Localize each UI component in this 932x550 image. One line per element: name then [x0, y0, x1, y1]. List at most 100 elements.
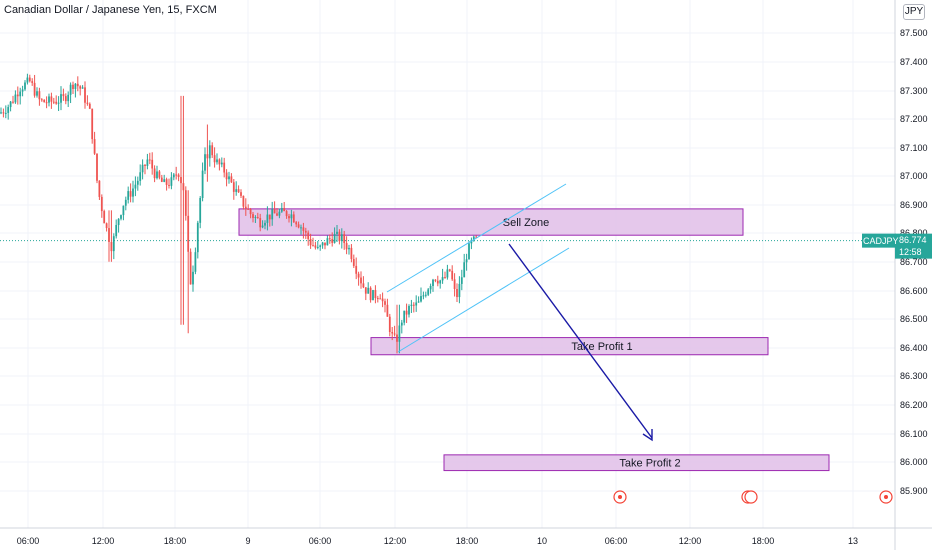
candle-body — [312, 245, 314, 247]
candle-body — [168, 184, 170, 186]
candle-body — [472, 236, 475, 240]
candle-body — [458, 283, 461, 298]
candle-body — [304, 230, 307, 233]
candle-body — [177, 174, 180, 178]
candle-body — [206, 154, 209, 159]
candle-body — [261, 225, 264, 228]
candle-body — [364, 287, 367, 294]
candle-body — [52, 101, 55, 103]
candle-body — [453, 279, 456, 290]
candle-body — [266, 214, 269, 223]
x-tick-label: 18:00 — [752, 536, 775, 546]
price-tag-bg — [895, 233, 932, 259]
y-tick-label: 87.400 — [900, 57, 928, 67]
y-tick-label: 86.200 — [900, 400, 928, 410]
candle-body — [156, 171, 158, 179]
candle-body — [271, 209, 274, 220]
candle-body — [290, 214, 293, 219]
candle-body — [220, 162, 223, 165]
candle-body — [446, 269, 449, 278]
candle-body — [74, 83, 77, 89]
candle-body — [439, 280, 442, 284]
zone-label: Take Profit 1 — [571, 341, 632, 353]
candle-body — [38, 91, 41, 100]
candle-body — [252, 214, 254, 218]
candle-body — [307, 232, 310, 240]
candle-body — [362, 283, 365, 288]
candle-body — [324, 242, 326, 246]
candle-body — [285, 211, 288, 217]
channel-lower — [397, 247, 570, 353]
candle-body — [151, 159, 154, 169]
candle-body — [295, 222, 298, 225]
candle-body — [422, 295, 425, 297]
candle-body — [62, 94, 65, 97]
candle-body — [403, 310, 406, 323]
y-tick-label: 87.000 — [900, 171, 928, 181]
candle-body — [381, 298, 384, 302]
candle-body — [9, 101, 12, 108]
candle-body — [2, 112, 5, 114]
zone-box — [370, 337, 769, 356]
candle-body — [357, 273, 360, 278]
candle-body — [326, 238, 329, 246]
candle-body — [165, 179, 168, 185]
candle-body — [117, 218, 120, 225]
candle-body — [40, 99, 43, 101]
candle-body — [148, 159, 151, 161]
candle-body — [420, 296, 422, 302]
candle-body — [180, 177, 182, 184]
candle-body — [336, 231, 338, 234]
candle-body — [43, 99, 46, 103]
candle-body — [76, 83, 79, 87]
candle-body — [115, 224, 118, 237]
candle-body — [475, 236, 478, 238]
candle-body — [273, 209, 276, 214]
candle-body — [136, 180, 139, 185]
candle-body — [36, 91, 38, 96]
candle-body — [338, 231, 341, 242]
economic-event-dot — [884, 495, 888, 499]
y-tick-label: 86.800 — [900, 228, 928, 238]
candle-body — [228, 176, 230, 180]
candle-body — [302, 227, 305, 231]
candle-body — [19, 91, 22, 97]
y-tick-label: 86.100 — [900, 429, 928, 439]
candle-body — [429, 285, 432, 290]
candle-body — [134, 184, 137, 189]
y-tick-label: 86.300 — [900, 371, 928, 381]
candle-body — [110, 241, 113, 252]
candle-body — [333, 233, 336, 243]
candle-body — [292, 214, 295, 223]
candle-body — [24, 82, 26, 90]
candle-body — [172, 174, 175, 178]
y-tick-label: 86.400 — [900, 343, 928, 353]
candle-body — [444, 277, 446, 279]
candle-body — [139, 172, 142, 181]
candle-body — [283, 208, 286, 212]
candle-body — [201, 170, 204, 199]
candle-body — [153, 168, 156, 179]
candle-body — [60, 94, 62, 103]
candle-body — [64, 96, 67, 102]
candle-body — [367, 287, 370, 294]
candle-body — [132, 188, 134, 197]
candle-body — [16, 94, 19, 97]
candle-body — [158, 171, 161, 178]
candle-body — [129, 191, 132, 197]
candle-body — [225, 172, 228, 180]
candle-body — [232, 182, 235, 192]
candle-body — [28, 77, 31, 82]
candle-body — [199, 198, 202, 223]
candle-body — [84, 87, 86, 103]
candle-body — [182, 183, 185, 191]
x-tick-label: 12:00 — [92, 536, 115, 546]
arrow-head — [642, 429, 653, 442]
candle-body — [86, 102, 89, 104]
currency-button[interactable]: JPY — [903, 4, 925, 20]
symbol-price-tag: CADJPY — [863, 235, 899, 246]
candle-body — [412, 304, 415, 306]
candle-body — [278, 211, 281, 216]
candle-body — [350, 247, 353, 260]
